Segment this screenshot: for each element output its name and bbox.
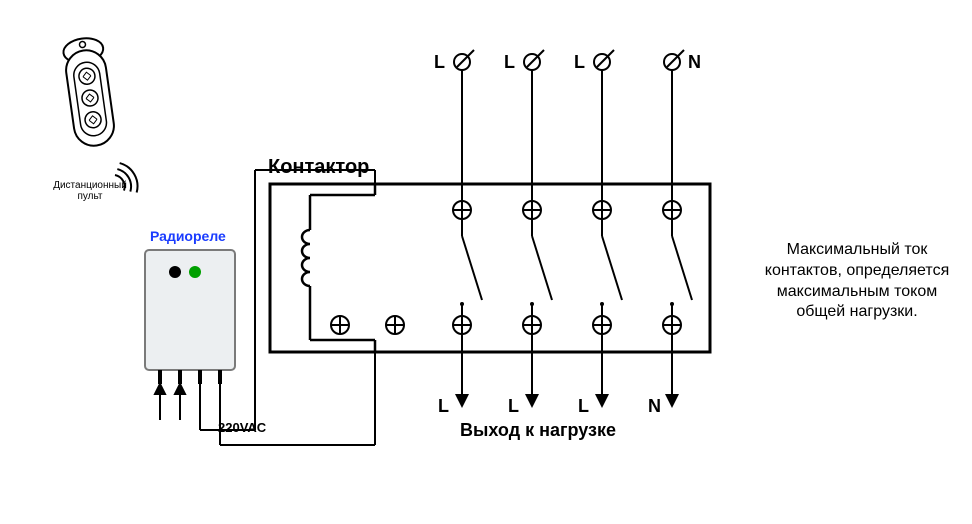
top-terminal-label-4: N (688, 52, 701, 73)
contactor-coil (302, 184, 375, 352)
voltage-label: 220VAC (218, 420, 266, 435)
bottom-terminal-label-1: L (438, 396, 449, 417)
contactor-title: Контактор (268, 156, 369, 179)
bottom-terminal-label-4: N (648, 396, 661, 417)
top-terminal-label-3: L (574, 52, 585, 73)
relay-led-1 (169, 266, 181, 278)
remote-control-icon (62, 36, 117, 149)
bottom-terminal-label-3: L (578, 396, 589, 417)
contactor-box (270, 184, 710, 352)
output-label: Выход к нагрузке (460, 420, 616, 441)
top-terminal-label-1: L (434, 52, 445, 73)
relay-box (145, 250, 235, 384)
side-note: Максимальный ток контактов, определяется… (752, 240, 962, 323)
top-terminal-label-2: L (504, 52, 515, 73)
mains-input-wires (155, 384, 185, 420)
relay-led-2 (189, 266, 201, 278)
bottom-terminal-label-2: L (508, 396, 519, 417)
remote-label: Дистанционный пульт (35, 180, 145, 202)
contactor-poles (331, 50, 692, 408)
relay-label: Радиореле (150, 228, 226, 244)
